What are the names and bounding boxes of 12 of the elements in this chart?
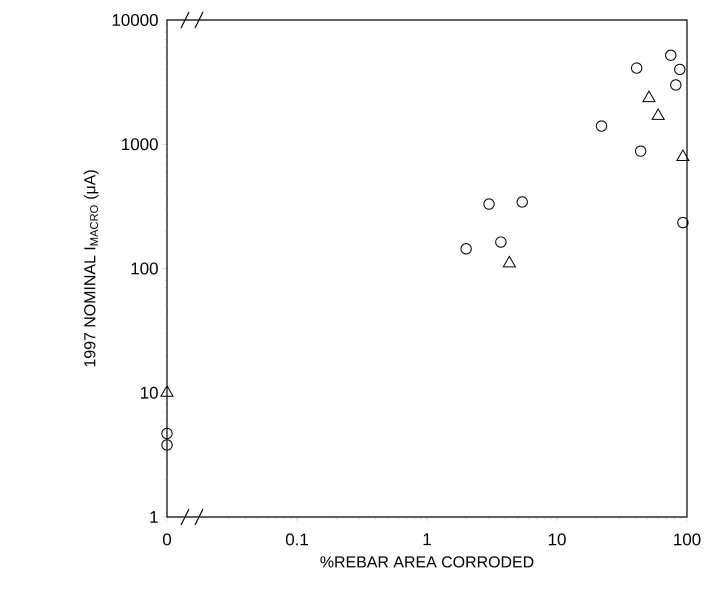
y-tick-label: 100 (132, 262, 158, 274)
x-tick-label: 0 (162, 533, 172, 546)
x-axis-title: %REBAR AREA CORRODED (320, 556, 534, 568)
y-axis-title: 1997 NOMINAL I$_{MACRO}$ (μA) (84, 170, 99, 366)
y-tick-label: 10 (140, 386, 158, 399)
y-tick-label: 10000 (112, 14, 158, 26)
x-tick-label: 10 (548, 533, 566, 546)
y-tick-label: 1 (150, 511, 158, 523)
x-tick-label: 100 (674, 533, 700, 546)
x-tick-label: 1 (424, 533, 431, 546)
y-tick-label: 1000 (122, 138, 158, 150)
x-tick-label: 0.1 (286, 533, 308, 546)
